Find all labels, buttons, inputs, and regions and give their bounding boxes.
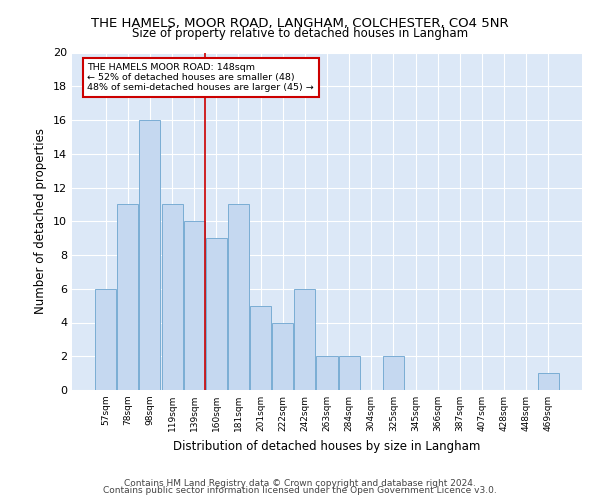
Bar bbox=[95, 289, 116, 390]
Bar bbox=[228, 204, 249, 390]
Y-axis label: Number of detached properties: Number of detached properties bbox=[34, 128, 47, 314]
Text: Contains public sector information licensed under the Open Government Licence v3: Contains public sector information licen… bbox=[103, 486, 497, 495]
Bar bbox=[206, 238, 227, 390]
Text: Size of property relative to detached houses in Langham: Size of property relative to detached ho… bbox=[132, 28, 468, 40]
Text: Contains HM Land Registry data © Crown copyright and database right 2024.: Contains HM Land Registry data © Crown c… bbox=[124, 478, 476, 488]
Bar bbox=[538, 373, 559, 390]
Text: THE HAMELS MOOR ROAD: 148sqm
← 52% of detached houses are smaller (48)
48% of se: THE HAMELS MOOR ROAD: 148sqm ← 52% of de… bbox=[88, 62, 314, 92]
X-axis label: Distribution of detached houses by size in Langham: Distribution of detached houses by size … bbox=[173, 440, 481, 452]
Bar bbox=[250, 306, 271, 390]
Bar bbox=[295, 289, 316, 390]
Bar bbox=[272, 322, 293, 390]
Bar bbox=[161, 204, 182, 390]
Bar bbox=[184, 221, 205, 390]
Bar bbox=[118, 204, 139, 390]
Bar bbox=[338, 356, 359, 390]
Bar bbox=[139, 120, 160, 390]
Bar bbox=[316, 356, 338, 390]
Text: THE HAMELS, MOOR ROAD, LANGHAM, COLCHESTER, CO4 5NR: THE HAMELS, MOOR ROAD, LANGHAM, COLCHEST… bbox=[91, 18, 509, 30]
Bar bbox=[383, 356, 404, 390]
